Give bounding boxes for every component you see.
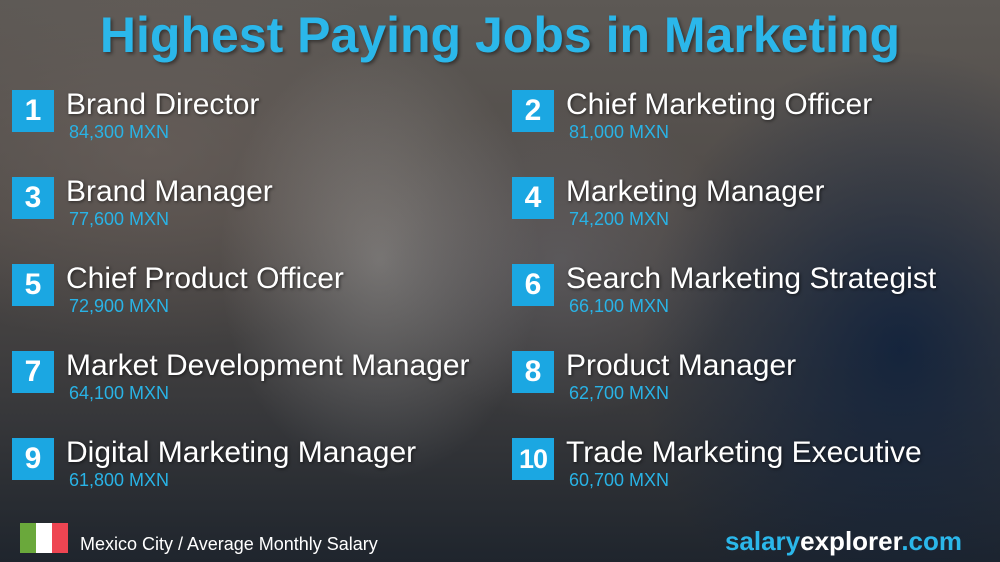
job-item: 10 Trade Marketing Executive 60,700 MXN	[512, 436, 1000, 516]
job-item: 1 Brand Director 84,300 MXN	[12, 88, 502, 168]
job-salary: 84,300 MXN	[69, 122, 170, 142]
brand-part: salary	[724, 526, 801, 556]
job-salary: 64,100 MXN	[69, 383, 170, 403]
brand-part: .com	[901, 526, 962, 556]
job-title: Trade Marketing Executive	[566, 436, 922, 469]
job-item: 9 Digital Marketing Manager 61,800 MXN	[12, 436, 502, 516]
job-item: 8 Product Manager 62,700 MXN	[512, 349, 1000, 429]
job-salary: 81,000 MXN	[569, 122, 670, 142]
job-item: 2 Chief Marketing Officer 81,000 MXN	[512, 88, 1000, 168]
job-salary: 77,600 MXN	[69, 209, 170, 229]
footer-caption: Mexico City / Average Monthly Salary	[80, 534, 378, 554]
brand-part: explorer	[800, 526, 902, 556]
rank-badge: 10	[512, 438, 554, 480]
brand-logo: salaryexplorer.com	[725, 526, 962, 557]
rank-badge: 6	[512, 264, 554, 306]
rank-badge: 3	[12, 177, 54, 219]
rank-badge: 8	[512, 351, 554, 393]
rank-badge: 5	[12, 264, 54, 306]
job-title: Brand Director	[66, 88, 260, 121]
rank-badge: 1	[12, 90, 54, 132]
job-item: 3 Brand Manager 77,600 MXN	[12, 175, 502, 255]
job-item: 4 Marketing Manager 74,200 MXN	[512, 175, 1000, 255]
job-salary: 62,700 MXN	[569, 383, 670, 403]
rank-badge: 9	[12, 438, 54, 480]
job-title: Marketing Manager	[566, 175, 825, 208]
job-item: 5 Chief Product Officer 72,900 MXN	[12, 262, 502, 342]
job-title: Product Manager	[566, 349, 797, 382]
job-salary: 60,700 MXN	[569, 470, 670, 490]
job-title: Market Development Manager	[66, 349, 470, 382]
rank-badge: 4	[512, 177, 554, 219]
job-item: 6 Search Marketing Strategist 66,100 MXN	[512, 262, 1000, 342]
job-title: Chief Product Officer	[66, 262, 344, 295]
job-title: Search Marketing Strategist	[566, 262, 937, 295]
job-item: 7 Market Development Manager 64,100 MXN	[12, 349, 502, 429]
rank-badge: 2	[512, 90, 554, 132]
job-title: Brand Manager	[66, 175, 273, 208]
mexico-flag-icon	[20, 523, 68, 553]
job-title: Chief Marketing Officer	[566, 88, 873, 121]
page-title: Highest Paying Jobs in Marketing	[99, 7, 901, 63]
job-salary: 61,800 MXN	[69, 470, 170, 490]
job-salary: 74,200 MXN	[569, 209, 670, 229]
rank-badge: 7	[12, 351, 54, 393]
job-salary: 72,900 MXN	[69, 296, 170, 316]
job-salary: 66,100 MXN	[569, 296, 670, 316]
job-title: Digital Marketing Manager	[66, 436, 417, 469]
